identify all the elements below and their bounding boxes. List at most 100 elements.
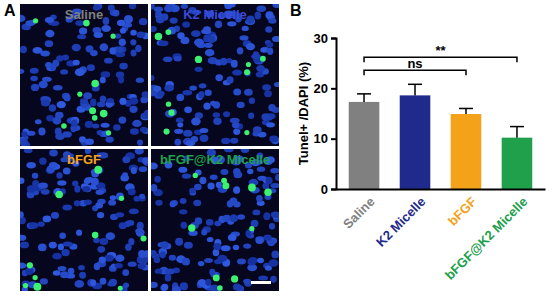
y-axis-line [331,39,337,190]
nucleus [256,6,266,12]
nucleus [51,212,59,219]
nucleus [106,232,116,240]
nucleus [154,176,161,183]
nucleus [124,15,133,23]
tunel-cell [23,283,28,288]
nucleus [50,63,56,71]
nucleus [100,278,107,285]
nucleus [249,98,255,104]
nucleus [20,235,26,241]
nucleus [131,167,137,174]
tunel-cell [118,286,123,291]
nucleus [206,219,214,226]
nucleus [262,84,271,90]
nucleus [159,40,169,46]
nucleus [38,183,48,189]
tunel-cell [33,18,38,23]
nucleus [80,98,88,104]
nucleus [234,171,243,178]
nucleus [73,60,80,66]
nucleus [58,266,67,271]
tunel-cell [100,110,108,118]
nucleus [164,84,174,91]
nucleus [155,200,162,206]
nucleus [203,103,210,110]
y-axis-title: Tunel+ /DAPI (%) [296,62,311,165]
nucleus [115,255,124,262]
nucleus [189,188,196,194]
nucleus [244,89,253,96]
nucleus [20,69,24,74]
nucleus [129,208,139,214]
nucleus [64,94,71,101]
nucleus [116,46,123,52]
nucleus [184,107,192,114]
image-label: bFGF [67,152,101,167]
nucleus [72,180,78,186]
nucleus [267,47,273,55]
nucleus [142,157,148,164]
nucleus [38,128,45,136]
nucleus [210,101,216,106]
nucleus [205,279,211,286]
nucleus [60,69,68,74]
nucleus [129,106,137,113]
panel-label: B [290,2,302,19]
error-bar-stem [363,94,365,102]
tunel-cell [111,34,116,39]
nucleus [176,94,184,101]
nucleus [223,111,230,117]
error-bar-stem [465,108,467,114]
nucleus [239,35,248,40]
y-tick-label: 30 [314,31,328,46]
y-tick-label: 20 [314,81,328,96]
nucleus [139,18,147,25]
error-bar [357,94,371,102]
y-tick-mark [331,189,336,191]
nucleus [237,47,244,54]
tunel-cell [61,123,67,129]
tunel-cell [166,101,171,106]
nucleus [20,242,29,249]
nucleus [49,162,58,168]
nucleus [204,258,213,263]
nucleus [201,29,211,35]
nucleus [130,30,136,36]
nucleus [180,282,188,290]
nucleus [182,173,192,178]
nucleus [260,47,266,52]
nucleus [272,4,279,8]
tunel-cell [155,33,163,41]
nucleus [151,91,157,97]
y-tick-mark [331,38,336,40]
nucleus [246,15,254,23]
nucleus [25,268,33,275]
nucleus [115,263,123,268]
nucleus [237,102,245,108]
nucleus [85,138,94,145]
nucleus [217,255,227,262]
tunel-cell [244,69,250,75]
nucleus [87,64,95,71]
tunel-cell [27,262,33,268]
nucleus [180,37,189,44]
nucleus [39,158,47,165]
nucleus [178,167,187,173]
nucleus [233,284,241,291]
tunel-cell [168,109,174,115]
nucleus [186,140,195,146]
nucleus [26,162,35,168]
nucleus [199,177,206,184]
nucleus [195,67,203,72]
nucleus [248,112,254,119]
nucleus [172,286,181,291]
image-background [20,149,148,291]
nucleus [184,242,193,249]
nucleus [100,77,106,84]
nucleus [199,128,208,133]
y-tick: 0 [321,182,336,197]
nucleus [56,172,62,179]
nucleus [20,177,25,184]
tunel-cell [91,80,99,88]
nucleus [213,243,221,250]
